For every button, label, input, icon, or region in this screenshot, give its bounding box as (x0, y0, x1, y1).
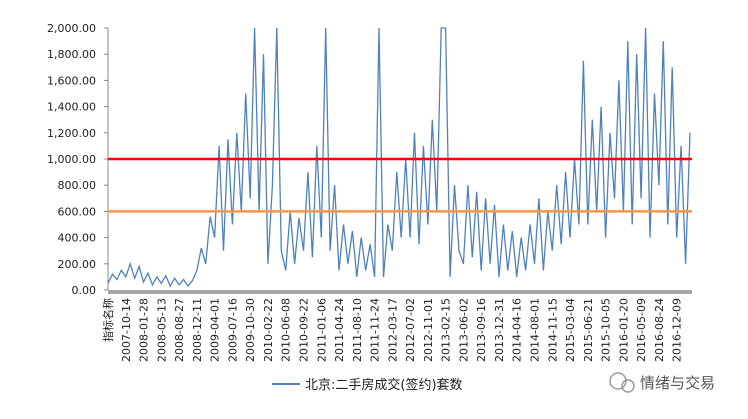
x-tick-label: 2009-04-01 (209, 298, 222, 362)
y-tick-label: 2,000.00 (47, 22, 96, 35)
x-tick-label: 2014-11-15 (546, 298, 559, 362)
y-tick-label: 1,000.00 (47, 153, 96, 166)
x-tick-label: 2011-11-24 (369, 298, 382, 362)
x-tick-label: 2016-05-09 (635, 298, 648, 362)
data-line (107, 27, 691, 288)
x-tick-label: 2016-12-09 (671, 298, 684, 362)
y-tick-label: 1,400.00 (47, 101, 96, 114)
x-tick-label: 2011-04-24 (333, 298, 346, 362)
x-tick-label: 2011-08-10 (351, 298, 364, 362)
y-tick-label: 1,200.00 (47, 127, 96, 140)
x-tick-label: 2009-07-16 (226, 298, 239, 362)
x-tick-label: 2010-09-22 (297, 298, 310, 362)
x-tick-label: 2012-11-01 (422, 298, 435, 362)
x-tick-label: 2010-06-08 (280, 298, 293, 362)
x-tick-label: 2013-02-15 (440, 298, 453, 362)
watermark-icon (609, 372, 635, 393)
x-tick-label: 2015-10-05 (600, 298, 613, 362)
x-tick-label: 2008-08-27 (173, 298, 186, 362)
y-tick-label: 200.00 (58, 258, 97, 271)
y-tick-label: 1,600.00 (47, 74, 96, 87)
y-tick-label: 400.00 (58, 232, 97, 245)
x-tick-label: 2011-01-06 (315, 298, 328, 362)
y-tick-label: 0.00 (72, 284, 97, 297)
x-tick-label: 指标名称 (101, 298, 115, 342)
x-tick-label: 2010-02-22 (262, 298, 275, 362)
x-tick-label: 2013-12-31 (493, 298, 506, 362)
y-tick-label: 600.00 (58, 205, 97, 218)
x-tick-label: 2012-07-02 (404, 298, 417, 362)
watermark: 情绪与交易 (640, 374, 715, 392)
x-tick-label: 2007-10-14 (120, 298, 133, 362)
x-tick-label: 2013-09-16 (475, 298, 488, 362)
x-tick-label: 2015-03-04 (564, 298, 577, 362)
y-tick-label: 1,800.00 (47, 48, 96, 61)
y-tick-label: 800.00 (58, 179, 97, 192)
x-tick-label: 2008-01-28 (138, 298, 151, 362)
x-tick-label: 2014-08-01 (529, 298, 542, 362)
x-tick-label: 2012-03-17 (386, 298, 399, 362)
x-tick-label: 2015-06-21 (582, 298, 595, 362)
legend-label: 北京:二手房成交(签约)套数 (305, 377, 463, 393)
x-tick-label: 2013-06-02 (457, 298, 470, 362)
x-tick-label: 2014-04-16 (511, 298, 524, 362)
x-tick-label: 2016-08-24 (653, 298, 666, 362)
x-tick-label: 2016-01-20 (617, 298, 630, 362)
x-tick-label: 2009-10-30 (244, 298, 257, 362)
x-tick-label: 2008-05-13 (155, 298, 168, 362)
x-tick-label: 2008-12-11 (191, 298, 204, 362)
